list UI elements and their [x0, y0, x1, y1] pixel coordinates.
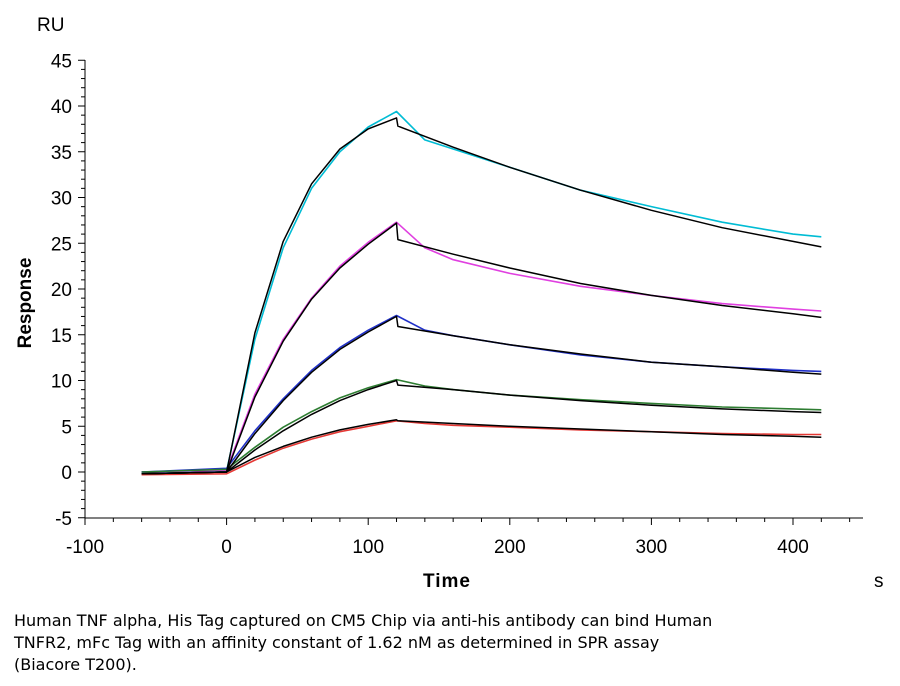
y-tick-label: 20 — [51, 280, 72, 301]
x-axis-ticks: -100 0 100 200 300 400 — [66, 518, 851, 558]
y-tick-label: 5 — [61, 417, 72, 438]
caption-line-1: Human TNF alpha, His Tag captured on CM5… — [14, 611, 713, 630]
series-2-measured-line — [141, 221, 822, 473]
y-tick-label: -5 — [55, 509, 72, 530]
y-tick-label: 15 — [51, 326, 72, 347]
y-tick-label: 40 — [51, 97, 72, 118]
y-tick-label: 30 — [51, 189, 72, 210]
x-tick-label: 300 — [636, 537, 668, 558]
y-tick-label: 10 — [51, 372, 72, 393]
x-tick-label: 100 — [352, 537, 384, 558]
x-axis-title: Time — [423, 571, 471, 592]
series-layer — [141, 110, 822, 476]
spr-chart: RU -5 0 5 10 15 20 25 30 35 40 45 -100 0 100 200 300 40… — [15, 15, 884, 592]
y-tick-label: 0 — [61, 463, 72, 484]
y-tick-label: 45 — [51, 51, 72, 72]
series-4-measured-line — [141, 378, 822, 473]
x-tick-label: -100 — [66, 537, 104, 558]
series-3-fit-line — [141, 315, 822, 475]
x-tick-label: 0 — [221, 537, 232, 558]
x-tick-label: 400 — [777, 537, 809, 558]
y-tick-label: 35 — [51, 143, 72, 164]
x-tick-label: 200 — [494, 537, 526, 558]
series-1-measured-line — [141, 110, 822, 473]
series-1-fit-line — [141, 117, 822, 475]
series-5-fit-line — [141, 419, 822, 475]
y-unit-label: RU — [37, 15, 64, 36]
caption-line-2: TNFR2, mFc Tag with an affinity constant… — [14, 633, 660, 652]
caption-line-3: (Biacore T200). — [14, 655, 137, 674]
series-2-fit-line — [141, 222, 822, 475]
y-axis-ticks: -5 0 5 10 15 20 25 30 35 40 45 — [51, 51, 85, 530]
y-tick-label: 25 — [51, 234, 72, 255]
series-4-fit-line — [141, 379, 822, 475]
y-axis-title: Response — [15, 258, 36, 349]
x-unit-label: s — [874, 571, 884, 592]
figure-caption: Human TNF alpha, His Tag captured on CM5… — [14, 610, 874, 676]
